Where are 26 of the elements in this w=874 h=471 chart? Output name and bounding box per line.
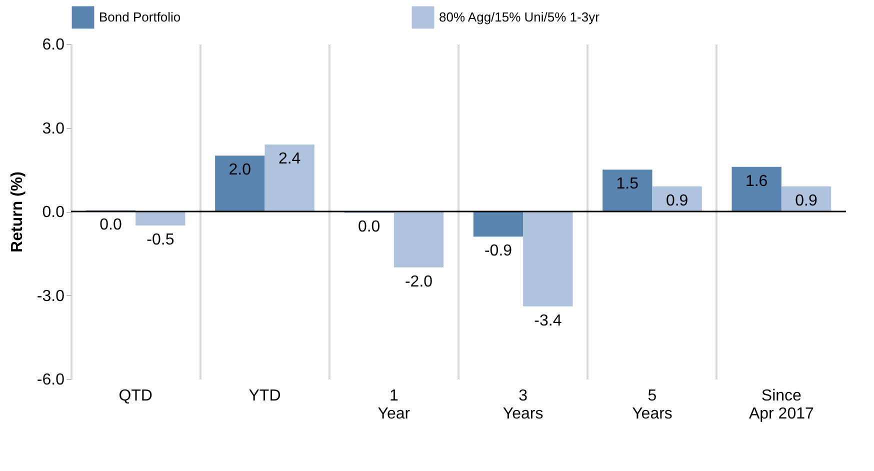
x-tick-label: Since Apr 2017 — [748, 388, 814, 422]
y-tick-label: -6.0 — [36, 372, 65, 388]
data-label: 1.6 — [745, 172, 768, 190]
x-tick-label: YTD — [248, 388, 281, 404]
y-tick-label: 3.0 — [42, 120, 65, 138]
y-tick-label: 6.0 — [42, 36, 65, 54]
data-label: 0.9 — [666, 192, 688, 210]
y-axis-title: Return (%) — [8, 172, 26, 252]
data-label: 0.0 — [100, 216, 122, 234]
y-tick-label: -3.0 — [36, 288, 65, 305]
x-tick-label: 3 Years — [502, 388, 544, 422]
data-label: 1.5 — [616, 176, 639, 193]
data-label: 0.0 — [358, 218, 380, 236]
data-label: 2.0 — [228, 162, 252, 179]
legend-label: Bond Portfolio — [99, 9, 181, 24]
x-tick-label: 1 Year — [378, 388, 411, 422]
data-label: -0.5 — [146, 231, 174, 248]
data-label: -3.4 — [534, 312, 562, 330]
y-tick-label: 0.0 — [42, 204, 65, 221]
data-label: 2.4 — [278, 150, 301, 168]
data-label: 0.9 — [795, 192, 818, 210]
data-label: -0.9 — [484, 242, 512, 260]
x-tick-label: 5 Years — [632, 388, 672, 422]
x-tick-label: QTD — [118, 388, 152, 404]
legend-label: 80% Agg/15% Uni/5% 1-3yr — [439, 9, 600, 24]
data-label: -2.0 — [404, 273, 433, 290]
